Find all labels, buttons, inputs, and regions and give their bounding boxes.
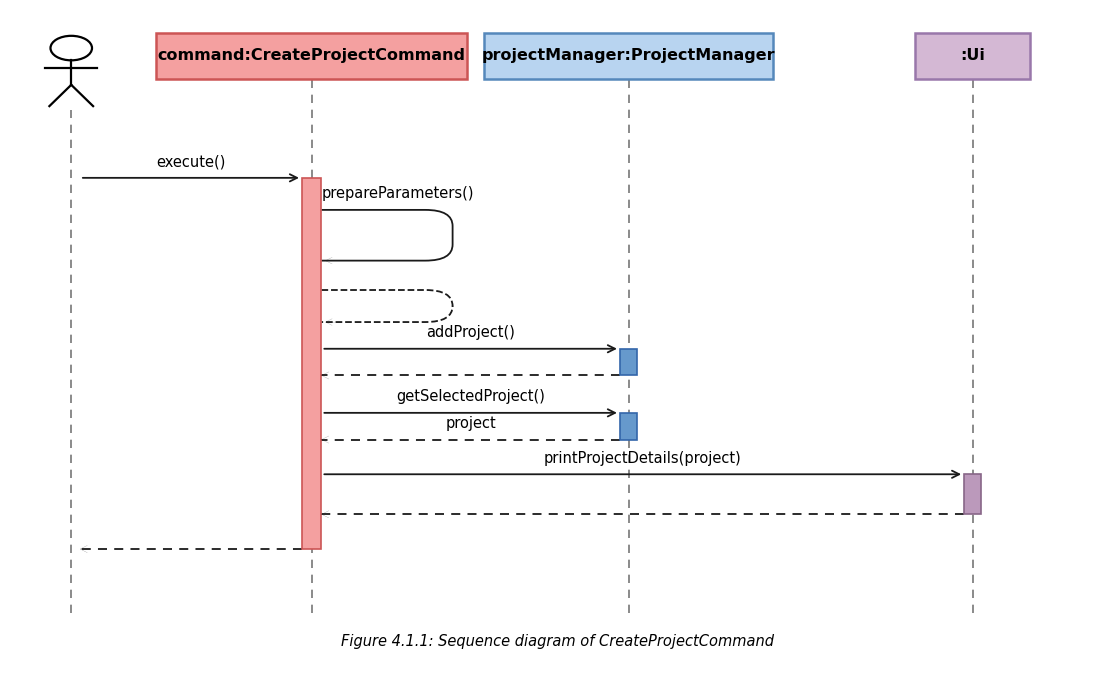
Text: command:CreateProjectCommand: command:CreateProjectCommand	[157, 48, 466, 63]
Text: execute(): execute()	[156, 154, 225, 170]
Text: addProject(): addProject()	[426, 325, 515, 340]
FancyBboxPatch shape	[156, 33, 467, 79]
Text: :Ui: :Ui	[960, 48, 986, 63]
FancyBboxPatch shape	[484, 33, 774, 79]
Text: printProjectDetails(project): printProjectDetails(project)	[544, 451, 741, 466]
Text: prepareParameters(): prepareParameters()	[322, 186, 474, 201]
FancyBboxPatch shape	[964, 474, 981, 514]
Text: Figure 4.1.1: Sequence diagram of CreateProjectCommand: Figure 4.1.1: Sequence diagram of Create…	[341, 634, 774, 648]
FancyBboxPatch shape	[620, 413, 638, 439]
Text: projectManager:ProjectManager: projectManager:ProjectManager	[482, 48, 775, 63]
FancyBboxPatch shape	[302, 178, 321, 549]
FancyBboxPatch shape	[620, 349, 638, 375]
FancyBboxPatch shape	[915, 33, 1030, 79]
Text: getSelectedProject(): getSelectedProject()	[396, 390, 545, 405]
Text: project: project	[445, 416, 496, 431]
